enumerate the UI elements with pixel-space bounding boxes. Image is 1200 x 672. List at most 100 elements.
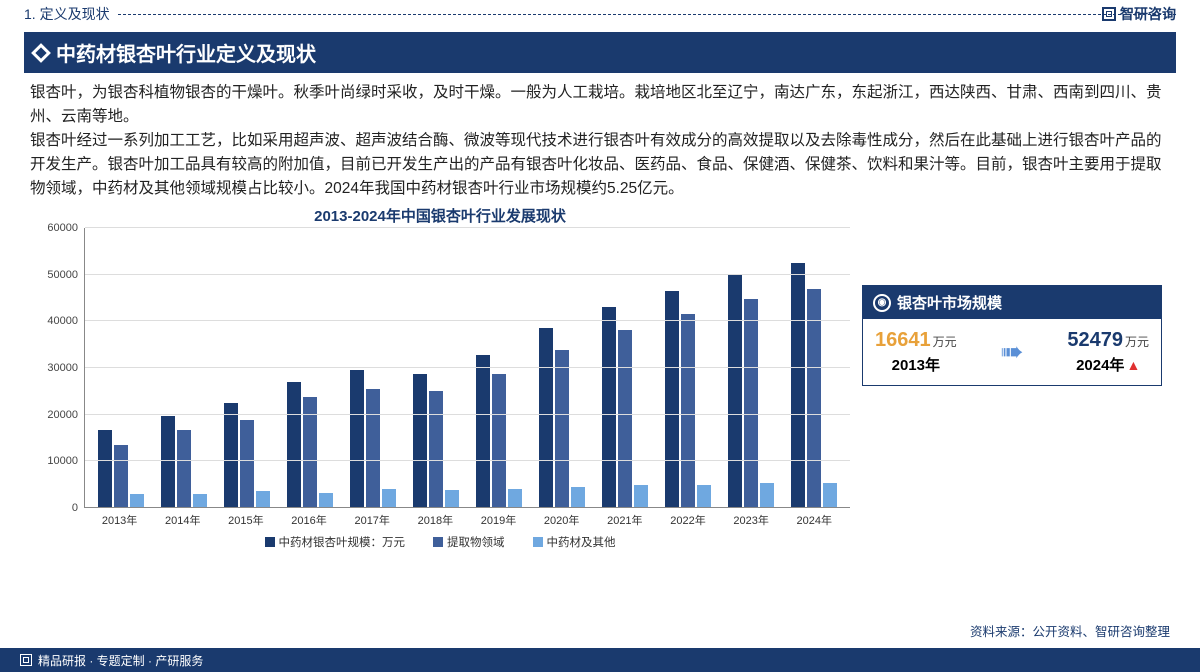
y-tick-label: 40000 [47, 315, 78, 327]
to-year: 2024年▲ [1067, 354, 1149, 375]
bar [114, 445, 128, 508]
bar [681, 314, 695, 508]
legend-item: 中药材银杏叶规模：万元 [265, 534, 406, 550]
x-tick-label: 2014年 [156, 512, 210, 528]
chart-icon: ◉ [873, 294, 891, 312]
up-arrow-icon: ▲ [1126, 357, 1140, 373]
diamond-icon [31, 43, 51, 63]
bar [791, 263, 805, 508]
bar [539, 328, 553, 508]
from-year: 2013年 [875, 354, 957, 375]
chart-legend: 中药材银杏叶规模：万元 提取物领域 中药材及其他 [30, 528, 850, 550]
x-tick-label: 2021年 [598, 512, 652, 528]
x-tick-label: 2024年 [787, 512, 841, 528]
bar-group [598, 307, 652, 508]
bar [350, 370, 364, 508]
bar-group [283, 382, 337, 508]
chart-section: 2013-2024年中国银杏叶行业发展现状 010000200003000040… [0, 205, 1200, 550]
page-title-bar: 中药材银杏叶行业定义及现状 [24, 32, 1176, 73]
brand-badge: 智研咨询 [1102, 4, 1176, 24]
bar-group [409, 374, 463, 508]
chart-container: 2013-2024年中国银杏叶行业发展现状 010000200003000040… [30, 205, 850, 550]
to-value: 52479 [1067, 329, 1123, 351]
bar [98, 430, 112, 508]
legend-item: 中药材及其他 [533, 534, 616, 550]
bar [634, 485, 648, 508]
bar [287, 382, 301, 508]
grid-line [85, 367, 850, 368]
bar [382, 489, 396, 508]
legend-item: 提取物领域 [433, 534, 505, 550]
bar-group [535, 328, 589, 508]
bar [476, 355, 490, 508]
y-tick-label: 10000 [47, 455, 78, 467]
source-note: 资料来源：公开资料、智研咨询整理 [970, 621, 1170, 640]
x-tick-label: 2015年 [219, 512, 273, 528]
y-tick-label: 30000 [47, 362, 78, 374]
bar-group [787, 263, 841, 508]
chart-title: 2013-2024年中国银杏叶行业发展现状 [30, 205, 850, 226]
legend-label: 提取物领域 [447, 534, 505, 550]
x-axis: 2013年2014年2015年2016年2017年2018年2019年2020年… [30, 508, 850, 528]
bar [366, 389, 380, 508]
callout-body: 16641万元 2013年 ➠ 52479万元 2024年▲ [863, 319, 1161, 385]
bars-row [85, 228, 850, 508]
bar [665, 291, 679, 508]
bar-group [724, 275, 778, 508]
to-unit: 万元 [1125, 335, 1149, 349]
grid-line [85, 274, 850, 275]
bar [602, 307, 616, 508]
grid-line [85, 507, 850, 508]
grid-line [85, 227, 850, 228]
bar [240, 420, 254, 508]
grid-line [85, 414, 850, 415]
bar [618, 330, 632, 508]
grid-line [85, 460, 850, 461]
x-tick-label: 2020年 [535, 512, 589, 528]
bar [728, 275, 742, 508]
bar [130, 494, 144, 508]
x-tick-label: 2019年 [472, 512, 526, 528]
legend-swatch [265, 537, 275, 547]
y-tick-label: 20000 [47, 409, 78, 421]
bar-chart: 0100002000030000400005000060000 [30, 228, 850, 508]
metric-from: 16641万元 2013年 [875, 329, 957, 375]
body-text: 银杏叶，为银杏科植物银杏的干燥叶。秋季叶尚绿时采收，及时干燥。一般为人工栽培。栽… [0, 73, 1200, 205]
from-unit: 万元 [933, 335, 957, 349]
x-tick-label: 2018年 [408, 512, 462, 528]
section-header: 1. 定义及现状 [0, 0, 1200, 24]
chart-plot [84, 228, 850, 508]
bar-group [220, 403, 274, 508]
page-title: 中药材银杏叶行业定义及现状 [56, 38, 316, 67]
bar [508, 489, 522, 508]
market-size-callout: ◉ 银杏叶市场规模 16641万元 2013年 ➠ 52479万元 2024年▲ [862, 285, 1162, 386]
section-label: 1. 定义及现状 [24, 4, 110, 24]
bar [177, 430, 191, 508]
y-tick-label: 50000 [47, 269, 78, 281]
bar-group [661, 291, 715, 508]
bar [760, 483, 774, 508]
x-tick-label: 2017年 [345, 512, 399, 528]
bar [256, 491, 270, 508]
x-tick-label: 2022年 [661, 512, 715, 528]
brand-icon [1102, 7, 1116, 21]
brand-text: 智研咨询 [1120, 4, 1176, 24]
bar-group [472, 355, 526, 508]
bar [319, 493, 333, 508]
bar [697, 485, 711, 508]
legend-label: 中药材银杏叶规模：万元 [279, 534, 406, 550]
bar [429, 391, 443, 508]
legend-swatch [533, 537, 543, 547]
y-axis: 0100002000030000400005000060000 [30, 228, 84, 508]
bar [807, 289, 821, 508]
bar-group [94, 430, 148, 508]
footer-icon [20, 654, 32, 666]
metric-to: 52479万元 2024年▲ [1067, 329, 1149, 375]
bar-group [157, 416, 211, 508]
legend-swatch [433, 537, 443, 547]
x-tick-label: 2016年 [282, 512, 336, 528]
bar [413, 374, 427, 508]
bar-group [346, 370, 400, 508]
footer-text: 精品研报 · 专题定制 · 产研服务 [38, 652, 203, 669]
callout-title: 银杏叶市场规模 [897, 292, 1002, 313]
